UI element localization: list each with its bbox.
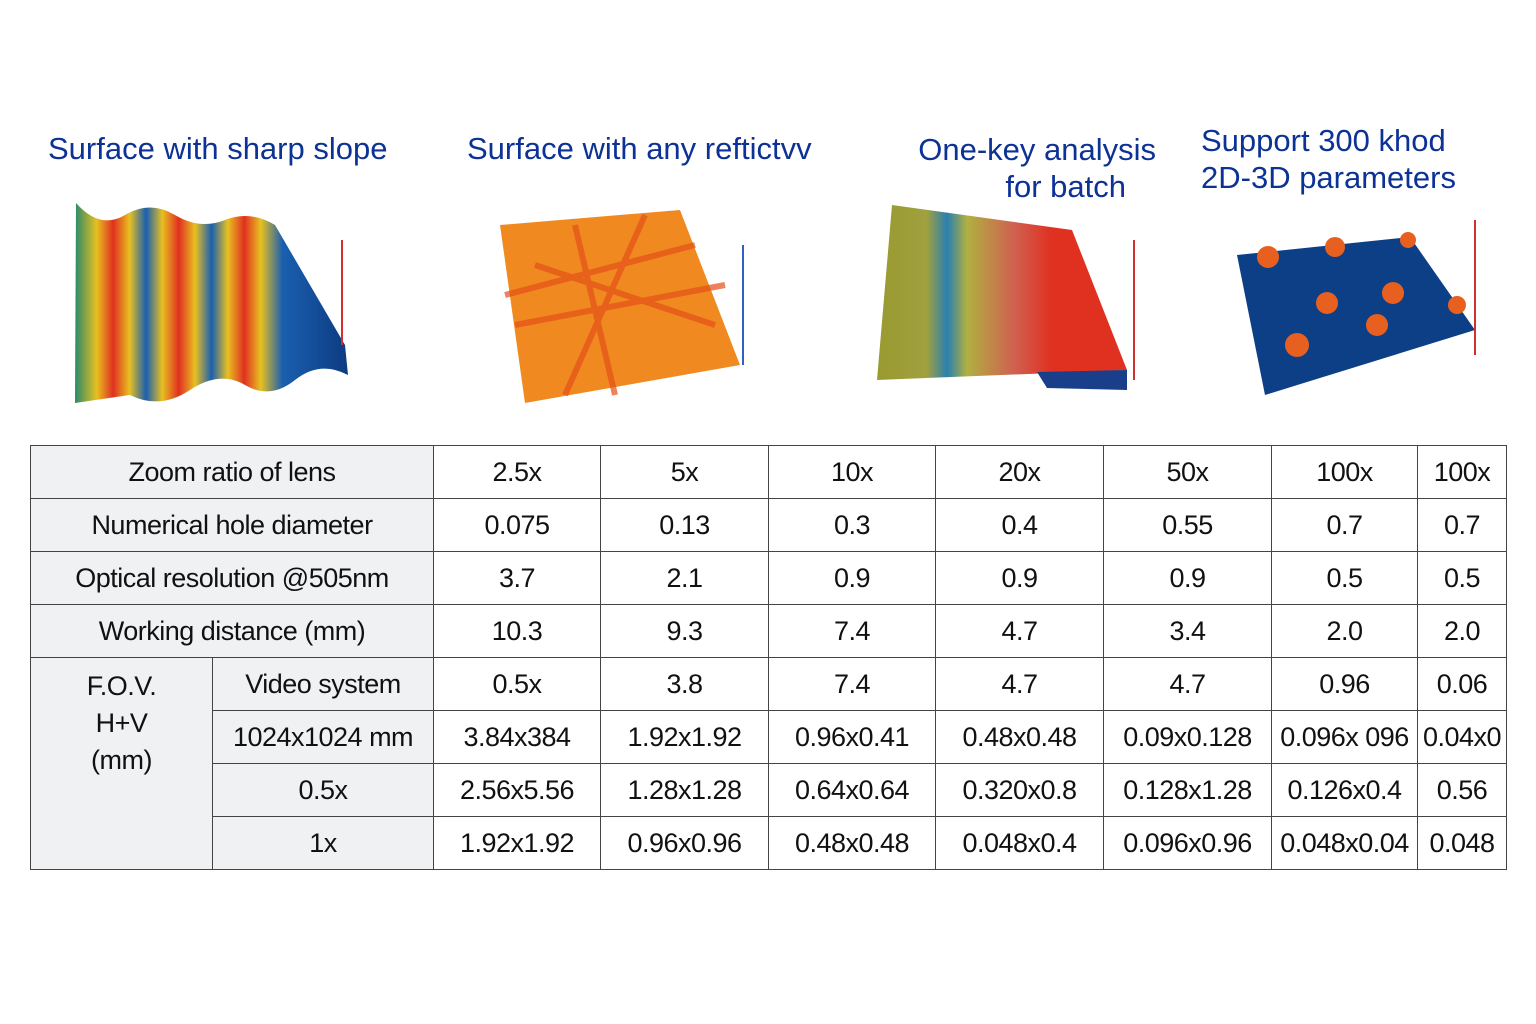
fov-sub-label: 1024x1024 mm — [212, 710, 434, 764]
table-row: 1024x1024 mm 3.84x384 1.92x1.92 0.96x0.41 0.… — [31, 710, 1507, 764]
table-cell: 2.5x — [433, 445, 601, 499]
table-cell: 0.96 — [1271, 657, 1418, 711]
table-cell: 0.3 — [768, 498, 936, 552]
table-cell: 0.7 — [1417, 498, 1507, 552]
table-cell: 3.8 — [600, 657, 769, 711]
row-label: Optical resolution @505nm — [30, 551, 434, 605]
table-cell: 0.06 — [1417, 657, 1507, 711]
table-cell: 0.13 — [600, 498, 769, 552]
table-cell: 0.075 — [433, 498, 601, 552]
table-cell: 0.55 — [1103, 498, 1272, 552]
table-cell: 0.128x1.28 — [1103, 763, 1272, 817]
table-cell: 0.048 — [1417, 816, 1507, 870]
table-cell: 20x — [935, 445, 1104, 499]
table-row: Zoom ratio of lens 2.5x 5x 10x 20x 50x 100x 100… — [30, 445, 1507, 499]
row-label: Working distance (mm) — [30, 604, 434, 658]
table-cell: 0.048x0.4 — [935, 816, 1104, 870]
table-cell: 2.0 — [1417, 604, 1507, 658]
table-row: 0.5x 2.56x5.56 1.28x1.28 0.64x0.64 0.320x0.8… — [31, 763, 1507, 817]
table-row: Optical resolution @505nm 3.7 2.1 0.9 0.9 0.9… — [30, 551, 1507, 605]
table-cell: 3.4 — [1103, 604, 1272, 658]
feature-title-reflectivity: Surface with any reftictvv — [467, 131, 812, 166]
table-cell: 0.9 — [1103, 551, 1272, 605]
table-cell: 0.7 — [1271, 498, 1418, 552]
table-cell: 0.56 — [1417, 763, 1507, 817]
table-cell: 0.320x0.8 — [935, 763, 1104, 817]
fov-sub-label: Video system — [212, 657, 434, 711]
fov-sub-label: 0.5x — [212, 763, 434, 817]
table-cell: 10.3 — [433, 604, 601, 658]
table-cell: 9.3 — [600, 604, 769, 658]
table-cell: 0.048x0.04 — [1271, 816, 1418, 870]
table-cell: 0.04x0 — [1417, 710, 1507, 764]
table-cell: 2.1 — [600, 551, 769, 605]
feature-title-sharp-slope: Surface with sharp slope — [48, 131, 388, 166]
feature-title-line: One-key analysis — [918, 132, 1156, 167]
table-cell: 1.28x1.28 — [600, 763, 769, 817]
feature-title-line: Support 300 khod — [1201, 123, 1446, 158]
table-row: Working distance (mm) 10.3 9.3 7.4 4.7 3.4 2.0… — [30, 604, 1507, 658]
table-cell: 0.64x0.64 — [768, 763, 936, 817]
table-row: F.O.V. H+V (mm) Video system 0.5x 3.8 7.4 4.7 4.… — [30, 657, 1507, 870]
table-cell: 0.5x — [433, 657, 601, 711]
table-cell: 5x — [600, 445, 769, 499]
table-cell: 0.96x0.41 — [768, 710, 936, 764]
table-cell: 0.9 — [935, 551, 1104, 605]
parameters-surface-image — [1237, 220, 1476, 395]
table-cell: 2.0 — [1271, 604, 1418, 658]
feature-title-line: for batch — [1005, 169, 1126, 204]
table-cell: 4.7 — [1103, 657, 1272, 711]
table-cell: 0.09x0.128 — [1103, 710, 1272, 764]
table-cell: 0.096x0.96 — [1103, 816, 1272, 870]
batch-analysis-surface-image — [877, 205, 1135, 390]
table-cell: 7.4 — [768, 604, 936, 658]
table-cell: 7.4 — [768, 657, 936, 711]
table-cell: 4.7 — [935, 657, 1104, 711]
row-label: Zoom ratio of lens — [30, 445, 434, 499]
table-cell: 0.48x0.48 — [935, 710, 1104, 764]
fov-label-line: H+V — [95, 708, 148, 738]
table-cell: 1.92x1.92 — [600, 710, 769, 764]
table-cell: 3.84x384 — [433, 710, 601, 764]
fov-label-line: (mm) — [91, 745, 152, 775]
feature-title-parameters: Support 300 khod 2D-3D parameters — [1201, 122, 1456, 196]
table-cell: 4.7 — [935, 604, 1104, 658]
reflectivity-surface-image — [500, 210, 744, 403]
table-cell: 0.9 — [768, 551, 936, 605]
table-cell: 100x — [1271, 445, 1418, 499]
table-cell: 0.5 — [1417, 551, 1507, 605]
fov-label-line: F.O.V. — [86, 671, 157, 701]
specs-table: Zoom ratio of lens 2.5x 5x 10x 20x 50x 100x 100… — [30, 445, 1507, 870]
feature-title-line: 2D-3D parameters — [1201, 160, 1456, 195]
table-cell: 0.4 — [935, 498, 1104, 552]
table-cell: 0.126x0.4 — [1271, 763, 1418, 817]
table-row: Numerical hole diameter 0.075 0.13 0.3 0.4 0.… — [30, 498, 1507, 552]
table-cell: 100x — [1417, 445, 1507, 499]
table-cell: 0.48x0.48 — [768, 816, 936, 870]
row-label: Numerical hole diameter — [30, 498, 434, 552]
table-row: 1x 1.92x1.92 0.96x0.96 0.48x0.48 0.048x0.4 0.… — [31, 816, 1507, 870]
table-cell: 0.5 — [1271, 551, 1418, 605]
fov-label: F.O.V. H+V (mm) — [30, 657, 213, 870]
fov-sub-label: 1x — [212, 816, 434, 870]
table-cell: 1.92x1.92 — [433, 816, 601, 870]
table-cell: 10x — [768, 445, 936, 499]
sharp-slope-surface-image — [75, 203, 348, 403]
table-cell: 3.7 — [433, 551, 601, 605]
feature-title-batch-analysis: One-key analysis for batch — [892, 131, 1156, 205]
table-cell: 0.096x 096 — [1271, 710, 1418, 764]
table-cell: 0.96x0.96 — [600, 816, 769, 870]
table-cell: 50x — [1103, 445, 1272, 499]
table-cell: 2.56x5.56 — [433, 763, 601, 817]
